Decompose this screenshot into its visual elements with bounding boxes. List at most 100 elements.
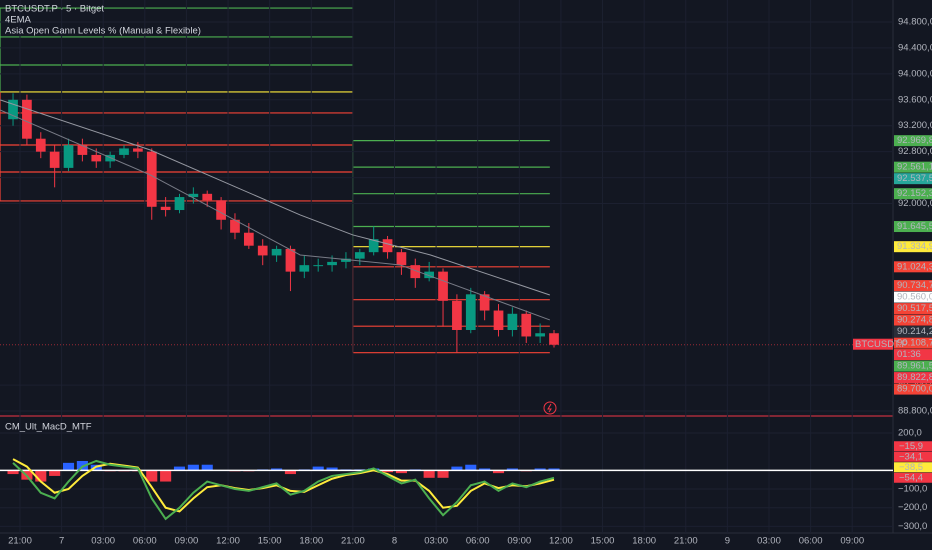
macd-label: −38,5	[899, 462, 923, 473]
x-tick-label: 7	[59, 536, 64, 547]
price-label: 91.024,3	[897, 261, 932, 272]
candle-body	[257, 245, 268, 256]
candle-body	[535, 333, 545, 337]
candle-body	[202, 193, 213, 201]
histogram-bar	[534, 468, 546, 471]
candle-body	[368, 239, 379, 253]
histogram-bar	[395, 470, 407, 474]
candle-body	[438, 271, 448, 301]
histogram-bar	[62, 462, 75, 471]
histogram-bar	[479, 468, 491, 471]
last-price-symbol: BTCUSDT.P	[855, 339, 908, 350]
macd-label: −34,1	[899, 451, 923, 462]
histogram-bar	[160, 470, 172, 482]
macd-line	[12, 459, 555, 521]
y-tick-label: 88.800,0	[898, 406, 932, 417]
candle-body	[493, 310, 504, 330]
histogram-bar	[465, 464, 477, 471]
x-tick-label: 21:00	[8, 536, 32, 547]
candle-body	[119, 148, 129, 155]
price-label: 91.334,9	[897, 241, 932, 252]
candle-body	[424, 271, 435, 279]
histogram-bar	[548, 468, 560, 471]
candle-body	[49, 151, 60, 168]
x-tick-label: 12:00	[549, 536, 573, 547]
y-tick-label: 200,0	[898, 427, 922, 438]
y-tick-label: 94.800,0	[898, 16, 932, 27]
price-label-bg	[894, 372, 932, 384]
price-label: 92.969,8	[897, 135, 932, 146]
price-label-bg	[894, 303, 932, 315]
price-label: 90.274,8	[897, 315, 932, 326]
candle-body	[63, 145, 74, 168]
price-label-bg	[894, 135, 932, 147]
macd-label-bg	[894, 472, 932, 483]
candle-body	[271, 248, 282, 256]
price-label: 89.961,5	[897, 361, 932, 372]
replay-icon[interactable]	[543, 401, 557, 415]
y-tick-label: 94.000,0	[898, 68, 932, 79]
price-label-bg	[894, 337, 932, 349]
x-tick-label: 8	[392, 536, 397, 547]
price-label: 91.645,5	[897, 221, 932, 232]
candle-body	[188, 193, 199, 198]
histogram-bar	[201, 464, 213, 471]
candle-body	[465, 294, 476, 330]
x-tick-label: 06:00	[133, 536, 157, 547]
price-label-bg	[894, 221, 932, 233]
x-tick-label: 09:00	[507, 536, 531, 547]
candle-body	[327, 261, 337, 266]
histogram-bar	[492, 470, 505, 474]
price-label: 89.822,8	[897, 372, 932, 383]
x-tick-label: 15:00	[258, 536, 282, 547]
price-label: 90.517,5	[897, 303, 932, 314]
candle-body	[174, 197, 185, 211]
icon-ring	[543, 401, 557, 415]
histogram-bar	[35, 470, 47, 482]
histogram-bar	[326, 467, 338, 471]
y-tick-label: 92.000,0	[898, 198, 932, 209]
macd-label: −15,9	[899, 441, 923, 452]
price-label: 92.152,3	[897, 188, 932, 199]
macd-title: CM_Ult_MacD_MTF	[5, 422, 92, 433]
x-tick-label: 06:00	[799, 536, 823, 547]
candle-body	[133, 148, 143, 152]
histogram-bar	[7, 470, 19, 475]
macd-label-bg	[894, 451, 932, 462]
x-tick-label: 12:00	[216, 536, 240, 547]
price-label-bg	[894, 241, 932, 253]
y-tick-label: −200,0	[898, 502, 927, 513]
price-label: 90.214,2	[897, 326, 932, 337]
price-label: 92.537,5	[897, 173, 932, 184]
price-label: 90.108,7	[897, 338, 932, 349]
candle-body	[285, 248, 296, 272]
price-label: 90.560,0	[897, 292, 932, 303]
y-tick-label: −100,0	[898, 484, 927, 495]
x-tick-label: 21:00	[341, 536, 365, 547]
histogram-bar	[437, 470, 449, 478]
candle-body	[507, 313, 518, 330]
histogram-bar	[312, 466, 324, 471]
histogram-bar	[173, 466, 186, 471]
candle-body	[521, 313, 532, 337]
x-tick-label: 09:00	[175, 536, 199, 547]
x-tick-label: 03:00	[91, 536, 115, 547]
ema-line	[0, 109, 551, 321]
price-label-bg	[894, 314, 932, 326]
candle-body	[299, 265, 310, 272]
candle-body	[410, 265, 421, 279]
candle-body	[160, 206, 171, 211]
candle-body	[105, 154, 115, 162]
indicator-label: 4EMA	[5, 15, 32, 26]
histogram-bar	[146, 470, 158, 482]
candle-body	[8, 99, 18, 120]
grid	[0, 0, 893, 533]
candle-body	[230, 219, 240, 233]
price-label-bg	[894, 161, 932, 173]
histogram-bar	[506, 468, 518, 471]
candle-body	[22, 99, 32, 139]
countdown: 01:36	[897, 349, 921, 360]
macd-label-bg	[894, 441, 932, 452]
